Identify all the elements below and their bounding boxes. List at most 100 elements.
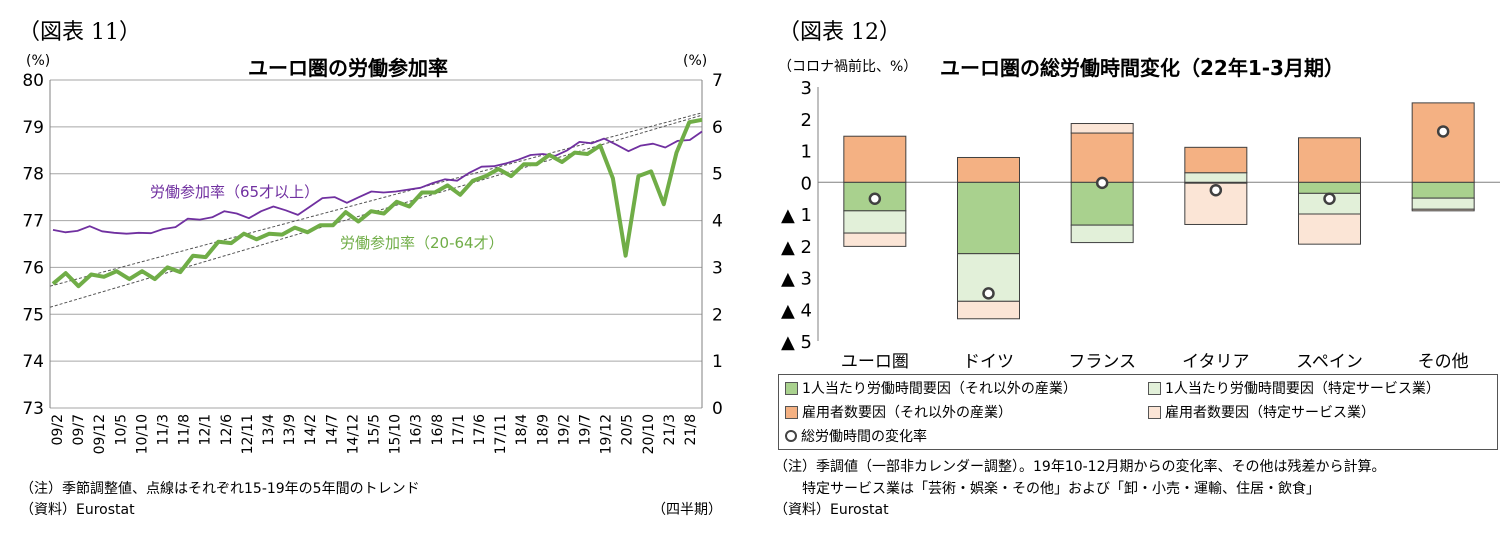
note: （注）季調値（一部非カレンダー調整）。19年10-12月期からの変化率、その他は…: [774, 459, 1386, 475]
legend-item: 1人当たり労働時間要因（特定サービス業）: [1148, 378, 1440, 398]
series-annotation: 労働参加率（20-64才）: [340, 234, 504, 252]
left-tick-label: 77: [22, 212, 44, 232]
x-tick-label: 10/10: [134, 414, 150, 454]
x-tick-label: 20/5: [620, 414, 636, 445]
total-marker: [868, 192, 882, 206]
x-tick-label: 17/1: [451, 414, 467, 445]
x-tick-label: 19/2: [556, 414, 572, 445]
bar-segment: [1298, 137, 1361, 183]
right-tick-label: 2: [712, 305, 723, 325]
note-continued: 特定サービス業は「芸術・娯楽・その他」および「卸・小売・運輸、住居・飲食」: [774, 481, 1320, 497]
y-tick-label: 1: [801, 142, 812, 163]
line-chart: 73 0 74 1 75 2 76 3 77 4 78 5 79 6 80 7 09/2 09/7 09/12 10/…: [22, 71, 723, 454]
y-tick-label: ▲ 1: [781, 205, 812, 226]
total-marker: [1436, 125, 1450, 138]
right-tick-label: 4: [712, 212, 723, 232]
bar-segment: [1070, 224, 1134, 244]
x-tick-label: 09/7: [71, 414, 87, 445]
category-label: イタリア: [1182, 352, 1249, 372]
category-label: ドイツ: [963, 352, 1014, 372]
stacked-bar-chart: 3 2 1 0 ▲ 1 ▲ 2 ▲ 3 ▲ 4 ▲ 5 ユーロ圏 ドイツ フランス イタリア スペイン その…: [781, 78, 1500, 372]
x-tick-label: 09/2: [50, 414, 66, 445]
x-tick-label: 09/12: [92, 414, 108, 454]
left-tick-label: 75: [22, 305, 44, 325]
x-tick-label: 14/2: [303, 414, 319, 445]
right-tick-label: 3: [712, 258, 723, 278]
y-tick-label: ▲ 2: [781, 237, 812, 258]
legend-item: 1人当たり労働時間要因（それ以外の産業）: [785, 378, 1077, 398]
bar-segment: [1184, 172, 1248, 183]
x-tick-label: 11/8: [177, 414, 193, 445]
x-tick-label: 19/12: [599, 414, 615, 454]
left-tick-label: 79: [22, 118, 44, 138]
legend-swatch: [1148, 381, 1161, 395]
left-panel: （図表 11） ユーロ圏の労働参加率 (%) (%) 73 0 74 1 75 2 76 3 7…: [0, 0, 745, 545]
x-tick-label: 12/11: [240, 414, 256, 454]
legend-label: 1人当たり労働時間要因（それ以外の産業）: [802, 381, 1077, 397]
legend-marker: [785, 430, 797, 442]
left-tick-label: 73: [22, 399, 44, 419]
total-marker: [1323, 192, 1336, 206]
total-marker: [1095, 176, 1109, 190]
bar-segment: [1411, 208, 1475, 212]
y-tick-label: ▲ 5: [781, 332, 812, 353]
legend-item: 雇用者数要因（それ以外の産業）: [785, 402, 1012, 422]
source: （資料）Eurostat: [774, 502, 889, 518]
figure-label: （図表 12）: [778, 20, 901, 45]
total-marker: [982, 287, 995, 300]
x-tick-label: 18/4: [514, 414, 530, 446]
figure-label: （図表 11）: [18, 20, 141, 45]
bar-segment: [1070, 132, 1134, 183]
period-label: （四半期）: [652, 502, 722, 518]
left-tick-label: 74: [22, 352, 44, 372]
bar-segment: [1184, 182, 1248, 225]
left-tick-label: 78: [22, 165, 44, 185]
left-axis-unit: (%): [26, 53, 51, 69]
bar-segment: [1411, 197, 1475, 210]
right-tick-label: 6: [712, 118, 723, 138]
series-line: [52, 130, 703, 235]
bar-segment: [843, 210, 907, 234]
y-tick-label: 0: [801, 173, 812, 194]
right-tick-label: 7: [712, 71, 723, 91]
bar-segment: [1070, 181, 1134, 226]
x-tick-label: 17/11: [493, 414, 509, 454]
right-panel: （図表 12） （コロナ禍前比、%） ユーロ圏の総労働時間変化（22年1-3月期…: [760, 0, 1507, 545]
bar-segment: [1411, 181, 1475, 199]
category-label: その他: [1418, 352, 1469, 372]
total-marker: [1209, 183, 1223, 197]
x-tick-label: 20/10: [641, 414, 657, 454]
series-line: [51, 117, 703, 289]
y-tick-label: ▲ 4: [781, 300, 812, 321]
bar-segment: [1184, 146, 1248, 174]
x-tick-label: 13/4: [261, 414, 277, 446]
source: （資料）Eurostat: [20, 502, 135, 518]
y-axis-unit: （コロナ禍前比、%）: [778, 59, 918, 75]
bar-segment: [957, 181, 1020, 255]
trend-line: [49, 114, 703, 308]
bar-segment: [1411, 102, 1475, 183]
right-tick-label: 1: [712, 352, 723, 372]
legend-label: 総労働時間の変化率: [801, 429, 927, 445]
bar-segment: [1298, 213, 1361, 245]
category-label: フランス: [1068, 352, 1136, 372]
x-tick-label: 19/7: [578, 414, 594, 445]
x-tick-label: 21/3: [662, 414, 678, 445]
series-annotation: 労働参加率（65才以上）: [150, 183, 319, 201]
left-tick-label: 80: [22, 71, 44, 91]
x-tick-label: 15/10: [388, 414, 404, 454]
legend-swatch: [785, 381, 798, 395]
x-tick-label: 16/3: [409, 414, 425, 445]
category-label: スペイン: [1296, 352, 1363, 372]
x-tick-label: 12/1: [198, 414, 214, 445]
chart-title: ユーロ圏の総労働時間変化（22年1-3月期）: [940, 56, 1344, 80]
legend-item: 雇用者数要因（特定サービス業）: [1148, 402, 1375, 422]
x-tick-label: 18/9: [535, 414, 551, 445]
legend: 1人当たり労働時間要因（それ以外の産業） 1人当たり労働時間要因（特定サービス業…: [778, 374, 1498, 450]
legend-label: 雇用者数要因（それ以外の産業）: [802, 405, 1012, 421]
legend-swatch: [785, 405, 798, 419]
note: （注）季節調整値、点線はそれぞれ15-19年の5年間のトレンド: [20, 481, 420, 497]
x-tick-label: 13/9: [282, 414, 298, 445]
left-tick-label: 76: [22, 258, 44, 278]
x-tick-label: 16/8: [430, 414, 446, 445]
